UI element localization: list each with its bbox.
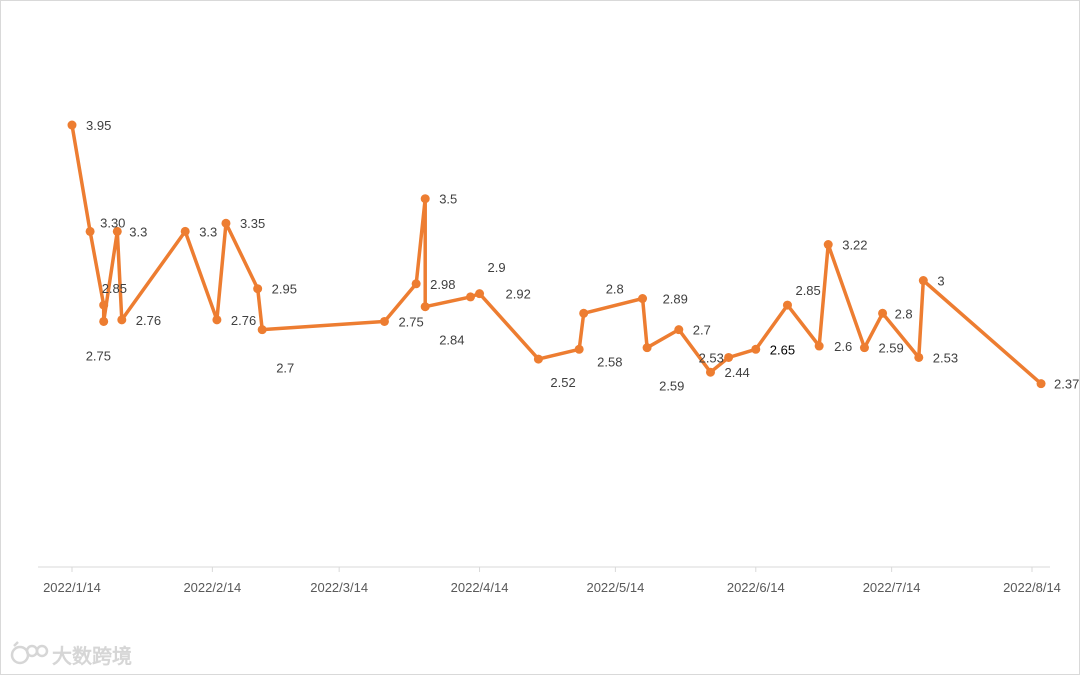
data-point [379, 316, 389, 326]
data-point [212, 315, 222, 325]
data-label: 2.92 [506, 287, 531, 302]
data-point [859, 343, 869, 353]
data-point [420, 302, 430, 312]
data-label: 2.53 [699, 350, 724, 365]
data-label: 3.3 [129, 224, 147, 239]
data-label: 2.44 [724, 365, 749, 380]
data-point [751, 344, 761, 354]
data-point [112, 226, 122, 236]
data-point [638, 294, 648, 304]
data-point [782, 300, 792, 310]
x-tick-label: 2022/7/14 [863, 580, 921, 595]
data-point [724, 352, 734, 362]
data-point [67, 120, 77, 130]
data-label: 3.3 [199, 224, 217, 239]
data-label: 2.85 [102, 281, 127, 296]
data-label: 2.9 [487, 260, 505, 275]
data-point [574, 344, 584, 354]
data-point [475, 289, 485, 299]
series-line [70, 123, 1043, 386]
data-label: 2.85 [795, 283, 820, 298]
data-label: 3.5 [439, 192, 457, 207]
x-tick-label: 2022/5/14 [586, 580, 644, 595]
data-label: 2.58 [597, 354, 622, 369]
data-point [705, 367, 715, 377]
data-label: 2.37 [1054, 377, 1079, 392]
x-tick-label: 2022/6/14 [727, 580, 785, 595]
data-label: 2.75 [86, 348, 111, 363]
data-point [85, 226, 95, 236]
data-point [1036, 379, 1046, 389]
data-label: 3.35 [240, 216, 265, 231]
data-label-layer: 3.95 3.30 2.85 2.75 3.3 2.76 3.3 2.76 3.35 2.95 2.… [86, 118, 1080, 394]
logo-icon [10, 641, 49, 665]
data-label: 2.53 [933, 350, 958, 365]
series-layer [70, 123, 1043, 386]
x-axis: 2022/1/14 2022/2/14 2022/3/14 2022/4/14 2022… [38, 566, 1061, 595]
data-label: 2.59 [878, 341, 903, 356]
data-point [180, 226, 190, 236]
data-point [257, 325, 267, 335]
data-point [99, 300, 109, 310]
data-point [914, 352, 924, 362]
data-point [823, 240, 833, 250]
data-point [221, 218, 231, 228]
data-point [814, 341, 824, 351]
data-point [253, 284, 263, 294]
watermark: 大数跨境 [10, 641, 132, 668]
data-point [465, 292, 475, 302]
data-point [533, 354, 543, 364]
data-label-extra: 2.65 [770, 342, 795, 357]
data-label: 2.89 [663, 292, 688, 307]
data-label: 2.8 [895, 306, 913, 321]
data-label: 2.76 [136, 313, 161, 328]
data-label: 2.76 [231, 313, 256, 328]
data-point [579, 308, 589, 318]
data-label: 2.98 [430, 277, 455, 292]
data-label: 2.7 [276, 361, 294, 376]
x-tick-label: 2022/2/14 [183, 580, 241, 595]
data-label: 3.22 [842, 238, 867, 253]
data-label: 3.95 [86, 118, 111, 133]
data-point [420, 194, 430, 204]
x-tick-label: 2022/1/14 [43, 580, 101, 595]
data-label: 2.52 [550, 375, 575, 390]
data-label: 2.84 [439, 333, 464, 348]
data-label: 3 [937, 274, 944, 289]
data-label: 2.59 [659, 379, 684, 394]
watermark-text: 大数跨境 [52, 644, 132, 668]
data-point [642, 343, 652, 353]
data-label: 2.8 [606, 281, 624, 296]
data-point [411, 279, 421, 289]
data-point [878, 308, 888, 318]
x-tick-label: 2022/8/14 [1003, 580, 1061, 595]
x-tick-label: 2022/3/14 [310, 580, 368, 595]
data-label: 3.30 [100, 215, 125, 230]
data-point [918, 276, 928, 286]
data-label: 2.7 [693, 323, 711, 338]
data-point [674, 325, 684, 335]
data-point [117, 315, 127, 325]
x-tick-label: 2022/4/14 [451, 580, 509, 595]
data-point [99, 316, 109, 326]
data-label: 2.75 [398, 314, 423, 329]
data-label: 2.95 [272, 282, 297, 297]
marker-layer [67, 120, 1046, 389]
data-label: 2.6 [834, 339, 852, 354]
